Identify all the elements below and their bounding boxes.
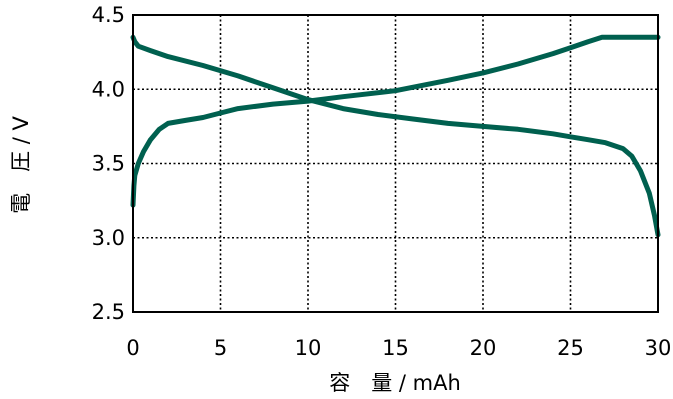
y-tick-label: 3.5 — [92, 152, 125, 176]
grid — [133, 15, 658, 312]
y-tick-label: 2.5 — [92, 300, 125, 324]
x-tick-label: 30 — [645, 336, 672, 360]
x-tick-label: 5 — [214, 336, 227, 360]
y-tick-label: 4.5 — [92, 3, 125, 27]
series-line-2 — [130, 34, 661, 238]
tick-labels: 0 5 10 15 20 25 30 2.5 3.0 3.5 4.0 4.5 — [92, 3, 672, 360]
plot-frame — [132, 14, 659, 313]
y-axis-title: 電 圧 / V — [9, 115, 33, 213]
y-tick-label: 4.0 — [92, 77, 125, 101]
series-group — [130, 34, 661, 238]
series-line-1 — [130, 34, 661, 208]
x-tick-label: 0 — [126, 336, 139, 360]
x-axis-title: 容 量 / mAh — [329, 371, 461, 395]
y-tick-label: 3.0 — [92, 226, 125, 250]
x-tick-label: 15 — [382, 336, 409, 360]
x-tick-label: 25 — [557, 336, 584, 360]
x-tick-label: 10 — [295, 336, 322, 360]
x-tick-label: 20 — [470, 336, 497, 360]
